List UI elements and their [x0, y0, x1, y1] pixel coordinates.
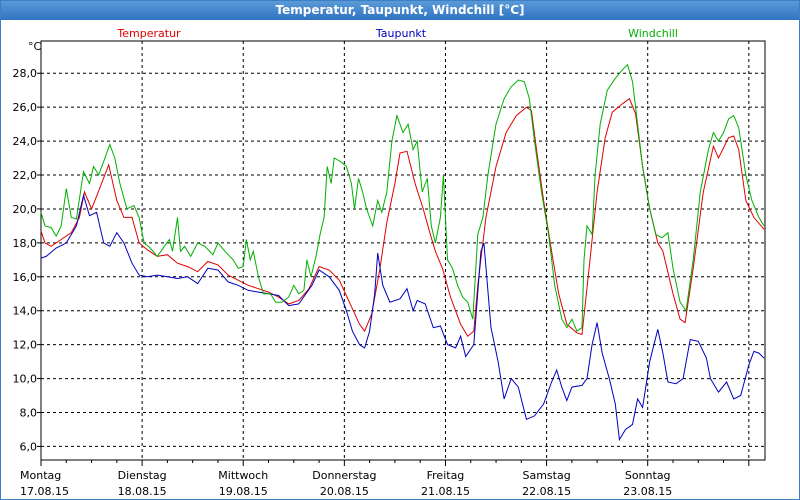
series-line-windchill [40, 63, 765, 332]
plot-frame [40, 40, 766, 461]
y-tick-label: 18,0 [13, 237, 38, 250]
legend-temperatur: Temperatur [116, 27, 181, 40]
y-tick-label: 6,0 [20, 440, 38, 453]
x-date-label: 18.08.15 [118, 485, 167, 498]
x-day-label: Freitag [427, 469, 465, 482]
legend: Temperatur Taupunkt Windchill [116, 27, 678, 40]
y-tick-label: 12,0 [13, 339, 38, 352]
legend-taupunkt: Taupunkt [375, 27, 427, 40]
y-axis-unit: °C [28, 40, 42, 53]
y-tick-label: 14,0 [13, 305, 38, 318]
y-tick-label: 24,0 [13, 135, 38, 148]
y-tick-label: 22,0 [13, 169, 38, 182]
x-day-label: Mittwoch [218, 469, 268, 482]
x-day-label: Donnerstag [312, 469, 376, 482]
x-day-label: Dienstag [118, 469, 167, 482]
x-date-label: 23.08.15 [623, 485, 672, 498]
y-tick-label: 8,0 [20, 407, 38, 420]
x-date-label: 22.08.15 [522, 485, 571, 498]
y-axis: °C 6,0 8,0 10,0 12,0 14,0 16,0 18,0 20,0 22,0 24,… [13, 40, 42, 453]
x-day-label: Samstag [522, 469, 570, 482]
y-tick-label: 28,0 [13, 67, 38, 80]
series-line-taupunkt [40, 193, 765, 442]
y-tick-label: 20,0 [13, 203, 38, 216]
x-date-label: 19.08.15 [219, 485, 268, 498]
y-tick-label: 26,0 [13, 101, 38, 114]
x-day-label: Montag [20, 469, 61, 482]
x-axis: Montag 17.08.15 Dienstag 18.08.15 Mittwoch 19… [20, 460, 750, 498]
series-lines [40, 63, 765, 442]
grid [41, 41, 765, 460]
y-tick-label: 16,0 [13, 271, 38, 284]
legend-windchill: Windchill [628, 27, 678, 40]
chart-area: °C 6,0 8,0 10,0 12,0 14,0 16,0 18,0 20,0 22,0 24,… [13, 27, 766, 498]
window-title: Temperatur, Taupunkt, Windchill [°C] [1, 1, 799, 20]
x-date-label: 20.08.15 [320, 485, 369, 498]
x-date-label: 21.08.15 [421, 485, 470, 498]
x-date-label: 17.08.15 [20, 485, 69, 498]
y-tick-label: 10,0 [13, 373, 38, 386]
x-day-label: Sonntag [625, 469, 671, 482]
